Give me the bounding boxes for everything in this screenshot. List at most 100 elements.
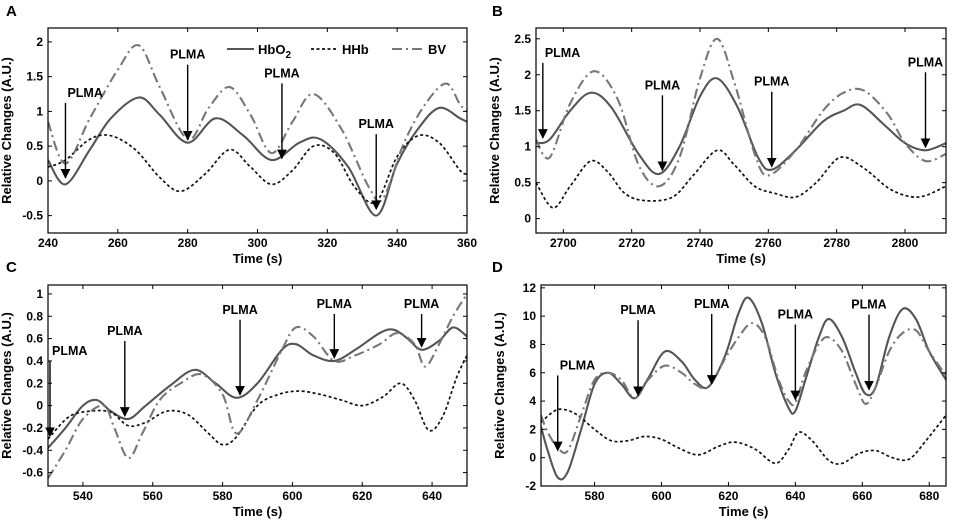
panel-c: C 540 560 580 600 620 640 -0.6 -0.4 -0.2 0 0.2 0.4 0.… xyxy=(0,259,468,519)
panel-c-xtick-label: 580 xyxy=(213,489,233,503)
panel-d-series-hbo2 xyxy=(541,296,946,481)
panel-b-ytick-label: 0 xyxy=(524,212,531,226)
panel-d-xlabel: Time (s) xyxy=(719,504,769,519)
panel-d-axes-box xyxy=(540,284,947,487)
panel-c-ylabel: Relative Changes (A.U.) xyxy=(0,312,14,459)
panel-a-xtick-label: 260 xyxy=(108,236,128,250)
panel-b-xtick-label: 2800 xyxy=(892,236,919,250)
panel-b-series-bv xyxy=(536,37,946,188)
panel-c-plma-annotation: PLMA xyxy=(107,324,143,417)
panel-c-plma-annotation: PLMA xyxy=(317,297,352,359)
legend-label-bv: BV xyxy=(428,42,446,57)
panel-c-plma-label: PLMA xyxy=(52,344,87,358)
panel-a-plma-annotation: PLMA xyxy=(60,86,103,179)
panel-b: B 2700 2720 2740 2760 2780 2800 0 0.5 1 1.5 2 2.5 Tim… xyxy=(487,3,947,266)
panel-b-ytick-label: 1.5 xyxy=(514,104,531,118)
panel-c-ytick-label: 0 xyxy=(36,399,43,413)
panel-d-plma-label: PLMA xyxy=(778,307,813,321)
panel-a-series-hhb xyxy=(48,134,467,204)
panel-a-series-bv xyxy=(48,44,467,203)
panel-d-series-hhb xyxy=(541,408,946,465)
panel-d-plma-label: PLMA xyxy=(620,303,655,317)
panel-a-xtick-label: 360 xyxy=(457,236,477,250)
panel-b-ytick-label: 0.5 xyxy=(514,176,531,190)
panel-b-xlabel: Time (s) xyxy=(716,251,766,266)
panel-d-ytick-label: -2 xyxy=(525,479,536,493)
panel-a-series-hbo2 xyxy=(48,96,467,217)
panel-a-plma-label: PLMA xyxy=(264,66,299,80)
panel-a-ytick-label: 1.5 xyxy=(26,70,43,84)
panel-c-plma-label: PLMA xyxy=(404,297,439,311)
panel-b-plma-label: PLMA xyxy=(908,55,943,69)
panel-a-ytick-label: 2 xyxy=(36,35,43,49)
panel-a-xtick-label: 320 xyxy=(317,236,337,250)
panel-d-ytick-label: 0 xyxy=(529,451,536,465)
panel-c-axes-box xyxy=(47,284,468,487)
panel-c-ytick-label: -0.2 xyxy=(22,421,43,435)
panel-d-ylabel: Relative Changes (A.U.) xyxy=(492,312,507,459)
panel-d-ytick-label: 2 xyxy=(529,422,536,436)
panel-a-plma-label: PLMA xyxy=(67,86,102,100)
panel-c-series-hbo2 xyxy=(48,326,467,449)
legend: HbO2 HHb BV xyxy=(227,42,446,61)
panel-d-xtick-label: 660 xyxy=(852,489,872,503)
panel-b-ytick-label: 2 xyxy=(524,68,531,82)
panel-b-ytick-label: 1 xyxy=(524,140,531,154)
legend-label-hbo2: HbO2 xyxy=(258,42,291,61)
panel-a-letter: A xyxy=(6,3,17,20)
panel-a-plot-area xyxy=(48,44,467,217)
panel-c-plma-annotation: PLMA xyxy=(404,297,439,348)
panel-a-xlabel: Time (s) xyxy=(233,251,283,266)
panel-c-plot-area xyxy=(48,293,467,479)
panel-d-ytick-label: 4 xyxy=(529,394,536,408)
panel-c-ytick-label: 0.4 xyxy=(26,354,43,368)
panel-c-ytick-label: 0.8 xyxy=(26,309,43,323)
panel-c-ytick-label: -0.4 xyxy=(22,443,43,457)
panel-c-xlabel: Time (s) xyxy=(233,504,283,519)
panel-b-xtick-label: 2740 xyxy=(687,236,714,250)
panel-b-plma-annotation: PLMA xyxy=(908,55,943,149)
panel-c-xtick-label: 560 xyxy=(143,489,163,503)
panel-a-xtick-label: 340 xyxy=(387,236,407,250)
panel-a-plma-label: PLMA xyxy=(170,48,205,62)
panel-a-ytick-label: 0 xyxy=(36,174,43,188)
panel-d-ytick-label: 8 xyxy=(529,337,536,351)
panel-b-letter: B xyxy=(492,3,503,20)
panel-c-plma-label: PLMA xyxy=(107,324,142,338)
panel-c-plma-label: PLMA xyxy=(317,297,352,311)
panel-a-plma-annotation: PLMA xyxy=(170,48,205,141)
panel-b-plma-annotation: PLMA xyxy=(537,46,580,139)
panel-a-plma-annotation: PLMA xyxy=(359,117,394,211)
panel-d-xtick-label: 580 xyxy=(585,489,605,503)
panel-d-plma-annotation: PLMA xyxy=(851,298,887,391)
panel-a-ytick-label: 0.5 xyxy=(26,139,43,153)
panel-b-series-hhb xyxy=(536,149,946,209)
panel-d-plma-label: PLMA xyxy=(560,358,595,372)
panel-c-plma-label: PLMA xyxy=(222,303,257,317)
panel-b-plot-area xyxy=(536,37,946,209)
panel-d-xtick-label: 600 xyxy=(651,489,671,503)
panel-b-xtick-label: 2760 xyxy=(755,236,782,250)
panel-b-plma-annotation: PLMA xyxy=(645,78,680,172)
panel-b-xtick-label: 2700 xyxy=(550,236,577,250)
panel-a-plma-label: PLMA xyxy=(359,117,394,131)
panel-a-xtick-label: 280 xyxy=(178,236,198,250)
panel-c-ytick-label: 0.2 xyxy=(26,376,43,390)
panel-a-plma-annotation: PLMA xyxy=(264,66,300,160)
panel-a: A 240 260 280 300 320 340 360 -0.5 0 0.5 1 1.5 2 Time … xyxy=(0,3,477,266)
panel-d: D 580 600 620 640 660 680 -2 0 2 4 6 8 10 12 Time (s) Re… xyxy=(492,259,947,519)
panel-d-ytick-label: 10 xyxy=(523,309,537,323)
panel-d-plma-annotation: PLMA xyxy=(778,307,813,401)
panel-d-xtick-label: 640 xyxy=(785,489,805,503)
panel-d-plma-annotation: PLMA xyxy=(694,297,729,385)
panel-c-xtick-label: 540 xyxy=(73,489,93,503)
panel-c-ytick-label: 0.6 xyxy=(26,332,43,346)
panel-a-xtick-label: 300 xyxy=(247,236,267,250)
panel-a-ylabel: Relative Changes (A.U.) xyxy=(0,57,14,204)
panel-c-letter: C xyxy=(6,259,17,276)
panel-b-xtick-label: 2780 xyxy=(823,236,850,250)
panel-b-axes-box xyxy=(535,27,947,234)
panel-b-ytick-label: 2.5 xyxy=(514,32,531,46)
panel-d-series-bv xyxy=(541,322,946,454)
